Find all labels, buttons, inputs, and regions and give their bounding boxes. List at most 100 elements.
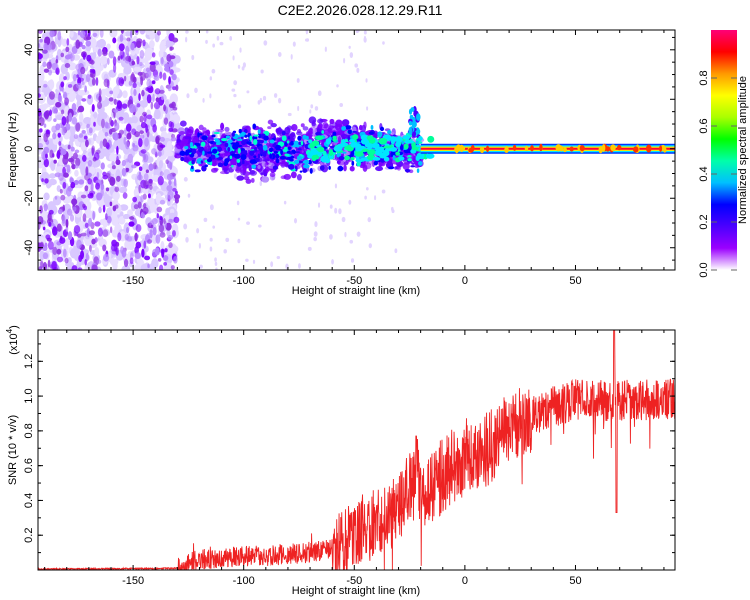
sparse-dot <box>310 104 314 109</box>
noise-speckle <box>68 112 73 122</box>
noise-speckle <box>133 89 137 96</box>
noise-speckle <box>102 204 106 213</box>
noise-speckle <box>55 67 60 76</box>
noise-speckle <box>114 186 120 193</box>
noise-speckle <box>65 123 71 131</box>
noise-speckle <box>72 73 77 82</box>
noise-speckle <box>98 95 102 103</box>
sparse-dot <box>191 55 195 61</box>
noise-speckle <box>125 123 132 132</box>
noise-speckle <box>126 227 130 234</box>
scatter-blob <box>198 124 204 131</box>
scatter-hot <box>344 146 350 150</box>
noise-speckle <box>61 126 66 136</box>
noise-speckle <box>62 204 65 211</box>
scatter-core <box>251 164 257 169</box>
noise-speckle <box>97 227 103 237</box>
noise-speckle <box>79 30 86 39</box>
noise-speckle <box>53 159 57 164</box>
noise-speckle <box>142 206 149 215</box>
noise-speckle <box>38 53 43 60</box>
noise-speckle <box>47 259 51 268</box>
scatter-core <box>287 152 294 155</box>
noise-speckle <box>168 76 171 85</box>
scatter-hot <box>417 136 423 141</box>
scatter-core <box>391 166 395 169</box>
sparse-dot <box>237 104 242 109</box>
noise-speckle <box>70 181 76 189</box>
noise-blob <box>84 208 92 219</box>
sparse-dot <box>363 35 367 42</box>
snr-y-scale: (x104) <box>5 325 20 355</box>
spectrogram-x-tick-label: -100 <box>233 275 255 287</box>
sparse-dot <box>355 30 359 34</box>
noise-speckle <box>170 137 177 142</box>
scatter-core <box>262 144 268 151</box>
colorbar: 0.0 0.2 0.4 0.6 0.8 Normalized spectral ampl… <box>698 30 749 278</box>
sparse-dot <box>324 46 327 52</box>
noise-speckle <box>64 62 71 68</box>
sparse-dot <box>215 267 218 270</box>
noise-blob <box>111 229 119 238</box>
noise-speckle <box>131 164 137 169</box>
noise-speckle <box>76 82 82 89</box>
noise-speckle <box>67 84 73 88</box>
noise-speckle <box>86 172 92 178</box>
sparse-dot <box>298 263 301 269</box>
noise-speckle <box>169 46 175 51</box>
noise-speckle <box>135 30 139 33</box>
scatter-core <box>200 141 206 147</box>
noise-speckle <box>85 73 91 82</box>
noise-speckle <box>139 30 146 35</box>
noise-speckle <box>146 94 152 104</box>
noise-speckle <box>75 122 81 132</box>
scatter-core <box>281 130 286 136</box>
noise-speckle <box>136 103 141 108</box>
noise-speckle <box>73 224 81 234</box>
noise-speckle <box>151 148 157 155</box>
scatter-blob <box>317 118 324 124</box>
scatter-blob <box>279 160 288 167</box>
noise-speckle <box>113 108 119 113</box>
scatter-core <box>257 133 262 139</box>
sparse-dot <box>263 40 268 46</box>
noise-speckle <box>152 124 157 133</box>
noise-speckle <box>134 246 139 255</box>
noise-speckle <box>147 263 150 269</box>
scatter-core <box>216 142 222 145</box>
scatter-core <box>341 151 347 154</box>
sparse-dot <box>196 228 200 234</box>
sparse-dot <box>334 207 338 214</box>
noise-blob <box>106 43 111 50</box>
scatter-hot <box>407 140 415 144</box>
tone-glint <box>454 146 460 153</box>
tone-glint <box>470 144 475 152</box>
sparse-dot <box>233 173 237 179</box>
spike-blob <box>413 121 417 128</box>
snr-frame <box>37 329 676 571</box>
noise-speckle <box>149 63 156 73</box>
scatter-core <box>287 146 292 150</box>
sparse-dot <box>276 255 281 260</box>
scatter-core <box>337 165 344 172</box>
noise-speckle <box>90 59 95 65</box>
sparse-dot <box>214 257 217 262</box>
noise-speckle <box>56 256 64 263</box>
noise-speckle <box>147 179 153 187</box>
scatter-core <box>368 131 374 135</box>
noise-speckle <box>172 86 177 91</box>
noise-speckle <box>85 139 89 148</box>
noise-blob <box>77 89 87 96</box>
scatter-core <box>257 129 261 134</box>
scatter-core <box>268 147 274 153</box>
noise-speckle <box>141 248 145 258</box>
noise-speckle <box>127 153 134 164</box>
scatter-core <box>217 162 224 168</box>
noise-speckle <box>92 210 96 221</box>
scatter-hot <box>325 138 332 145</box>
noise-speckle <box>118 116 124 121</box>
noise-speckle <box>83 205 88 211</box>
noise-speckle <box>111 165 116 170</box>
noise-speckle <box>85 252 89 262</box>
noise-blob <box>55 166 62 173</box>
